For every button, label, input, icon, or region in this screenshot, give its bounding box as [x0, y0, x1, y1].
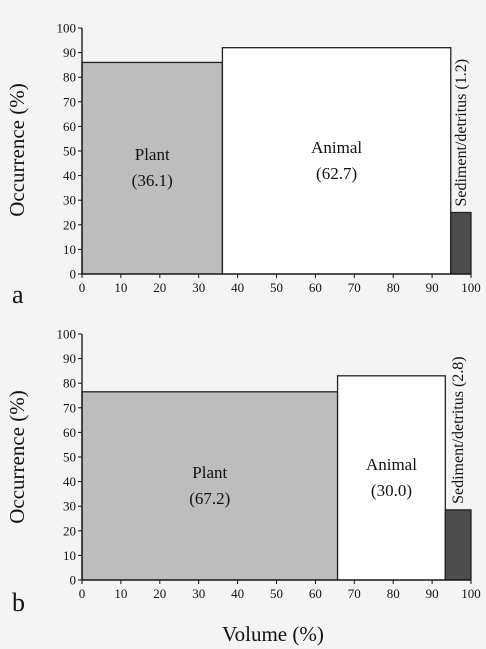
y-tick-label: 40: [63, 474, 76, 489]
y-tick-label: 20: [63, 217, 76, 232]
bar-value-label: (2.8): [450, 356, 467, 387]
x-tick-label: 30: [192, 586, 205, 601]
panel-letter: a: [12, 280, 24, 309]
y-tick-label: 70: [63, 400, 76, 415]
bar-category-label: Sediment/detritus: [453, 94, 470, 207]
x-tick-label: 90: [426, 586, 439, 601]
bar-category-label: Sediment/detritus: [450, 391, 467, 504]
y-tick-label: 0: [70, 267, 77, 282]
bar-value-label: (67.2): [189, 489, 230, 508]
y-axis-title: Occurrence (%): [5, 83, 29, 217]
x-tick-label: 80: [387, 280, 400, 295]
y-tick-label: 50: [63, 450, 76, 465]
bar-category-label: Animal: [311, 138, 362, 157]
y-tick-label: 60: [63, 119, 76, 134]
x-tick-label: 60: [309, 280, 322, 295]
panel-b: Plant (67.2) Animal (30.0) Sediment/detritus…: [5, 327, 481, 618]
x-tick-label: 50: [270, 280, 283, 295]
y-tick-label: 90: [63, 45, 76, 60]
bar-value-label: (30.0): [371, 481, 412, 500]
y-tick-label: 90: [63, 351, 76, 366]
x-tick-label: 90: [426, 280, 439, 295]
bar-label-rotated: Sediment/detritus (1.2): [453, 59, 470, 207]
x-tick-label: 0: [79, 586, 86, 601]
x-tick-label: 70: [348, 280, 361, 295]
y-tick-label: 80: [63, 70, 76, 85]
bar-animal: [338, 376, 446, 580]
y-axis-title: Occurrence (%): [5, 390, 29, 524]
x-tick-label: 40: [231, 586, 244, 601]
y-tick-label: 80: [63, 376, 76, 391]
x-tick-label: 100: [461, 280, 481, 295]
x-tick-label: 0: [79, 280, 86, 295]
y-tick-label: 100: [57, 327, 77, 342]
y-tick-label: 0: [70, 573, 77, 588]
x-axis-title: Volume (%): [222, 622, 324, 646]
x-tick-label: 20: [153, 586, 166, 601]
bar-plant: [82, 62, 222, 274]
x-tick-label: 100: [461, 586, 481, 601]
bar-label-rotated: Sediment/detritus (2.8): [450, 356, 467, 504]
x-tick-label: 70: [348, 586, 361, 601]
x-tick-label: 10: [114, 280, 127, 295]
y-tick-label: 40: [63, 168, 76, 183]
bar-value-label: (1.2): [453, 59, 470, 90]
y-tick-label: 20: [63, 523, 76, 538]
bar-plant: [82, 392, 338, 580]
y-tick-label: 30: [63, 499, 76, 514]
x-tick-label: 30: [192, 280, 205, 295]
x-tick-label: 10: [114, 586, 127, 601]
y-tick-label: 10: [63, 548, 76, 563]
bar-category-label: Plant: [192, 463, 227, 482]
panel-a: Plant (36.1) Animal (62.7) Sediment/detritus…: [5, 21, 481, 310]
x-tick-label: 50: [270, 586, 283, 601]
y-tick-label: 100: [57, 21, 77, 36]
bar-value-label: (36.1): [132, 171, 173, 190]
y-tick-label: 30: [63, 193, 76, 208]
y-tick-label: 10: [63, 242, 76, 257]
y-tick-label: 50: [63, 144, 76, 159]
bar-animal: [222, 48, 450, 274]
y-tick-label: 70: [63, 94, 76, 109]
x-tick-label: 40: [231, 280, 244, 295]
y-tick-label: 60: [63, 425, 76, 440]
bar-category-label: Animal: [366, 455, 417, 474]
x-tick-label: 60: [309, 586, 322, 601]
x-tick-label: 20: [153, 280, 166, 295]
x-tick-label: 80: [387, 586, 400, 601]
panel-letter: b: [12, 588, 25, 617]
bar-value-label: (62.7): [316, 164, 357, 183]
bar-sediment-detritus: [445, 510, 471, 580]
bar-category-label: Plant: [135, 145, 170, 164]
bar-sediment-detritus: [451, 213, 471, 275]
